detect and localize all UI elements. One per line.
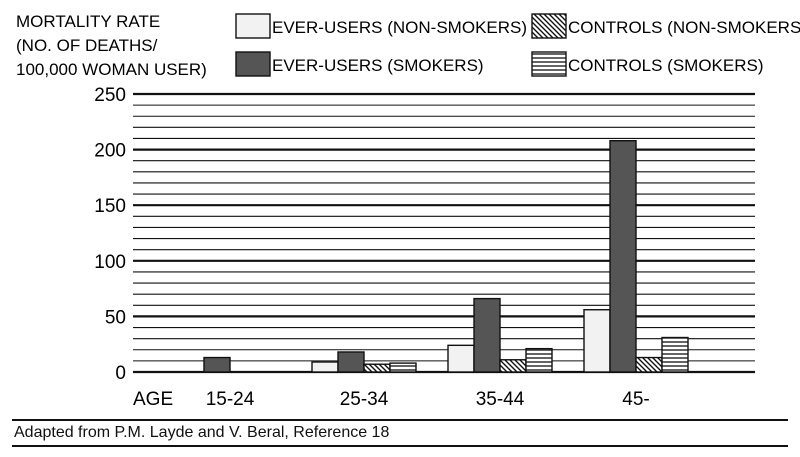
mortality-bar-chart: MORTALITY RATE (NO. OF DEATHS/ 100,000 W… [16, 12, 800, 410]
y-axis-label: MORTALITY RATE (NO. OF DEATHS/ 100,000 W… [16, 12, 207, 79]
figure-caption: Adapted from P.M. Layde and V. Beral, Re… [14, 424, 390, 441]
y-axis-label-line: (NO. OF DEATHS/ [16, 36, 158, 55]
x-tick-label: 15-24 [206, 389, 255, 410]
y-axis-ticks: 0 50 100 150 200 250 [94, 85, 126, 384]
legend: EVER-USERS (NON-SMOKERS) EVER-USERS (SMOK… [235, 13, 800, 77]
caption-bottom-rule [12, 445, 788, 447]
legend-item: EVER-USERS (SMOKERS) [235, 51, 484, 77]
y-tick-label: 200 [94, 141, 126, 162]
legend-swatch [235, 51, 271, 77]
bar-group [311, 351, 417, 373]
legend-label: EVER-USERS (SMOKERS) [272, 56, 484, 75]
bar [583, 309, 611, 373]
bars [203, 140, 689, 373]
legend-swatch [531, 51, 567, 77]
bar-group [447, 297, 553, 373]
bar [447, 344, 475, 373]
legend-label: EVER-USERS (NON-SMOKERS) [272, 18, 527, 37]
bar [389, 362, 417, 373]
gridlines [133, 92, 755, 374]
bar [363, 363, 391, 373]
bar [499, 359, 527, 373]
y-tick-label: 100 [94, 252, 126, 273]
x-tick-label: 25-34 [340, 389, 389, 410]
bar [311, 361, 339, 373]
legend-item: EVER-USERS (NON-SMOKERS) [235, 13, 527, 39]
y-tick-label: 50 [105, 307, 126, 328]
y-tick-label: 0 [115, 363, 126, 384]
legend-label: CONTROLS (NON-SMOKERS) [568, 18, 800, 37]
legend-swatch [531, 13, 567, 39]
bar [473, 297, 501, 373]
legend-item: CONTROLS (SMOKERS) [531, 51, 764, 77]
bar-group [583, 140, 689, 373]
x-axis-labels: AGE 15-24 25-34 35-44 45- [133, 389, 650, 410]
bar [203, 356, 231, 373]
bar [525, 347, 553, 373]
y-axis-label-line: 100,000 WOMAN USER) [16, 60, 207, 79]
legend-swatch [235, 13, 271, 39]
legend-item: CONTROLS (NON-SMOKERS) [531, 13, 800, 39]
bar [609, 140, 637, 373]
y-tick-label: 150 [94, 196, 126, 217]
bar-group [203, 356, 231, 373]
bar [635, 356, 663, 373]
x-tick-label: 45- [622, 389, 649, 410]
x-tick-label: 35-44 [476, 389, 525, 410]
x-axis-prefix: AGE [133, 389, 173, 410]
y-axis-label-line: MORTALITY RATE [16, 12, 160, 31]
caption-top-rule [12, 419, 788, 421]
bar [661, 336, 689, 373]
y-tick-label: 250 [94, 85, 126, 106]
legend-label: CONTROLS (SMOKERS) [568, 56, 764, 75]
bar [337, 351, 365, 373]
